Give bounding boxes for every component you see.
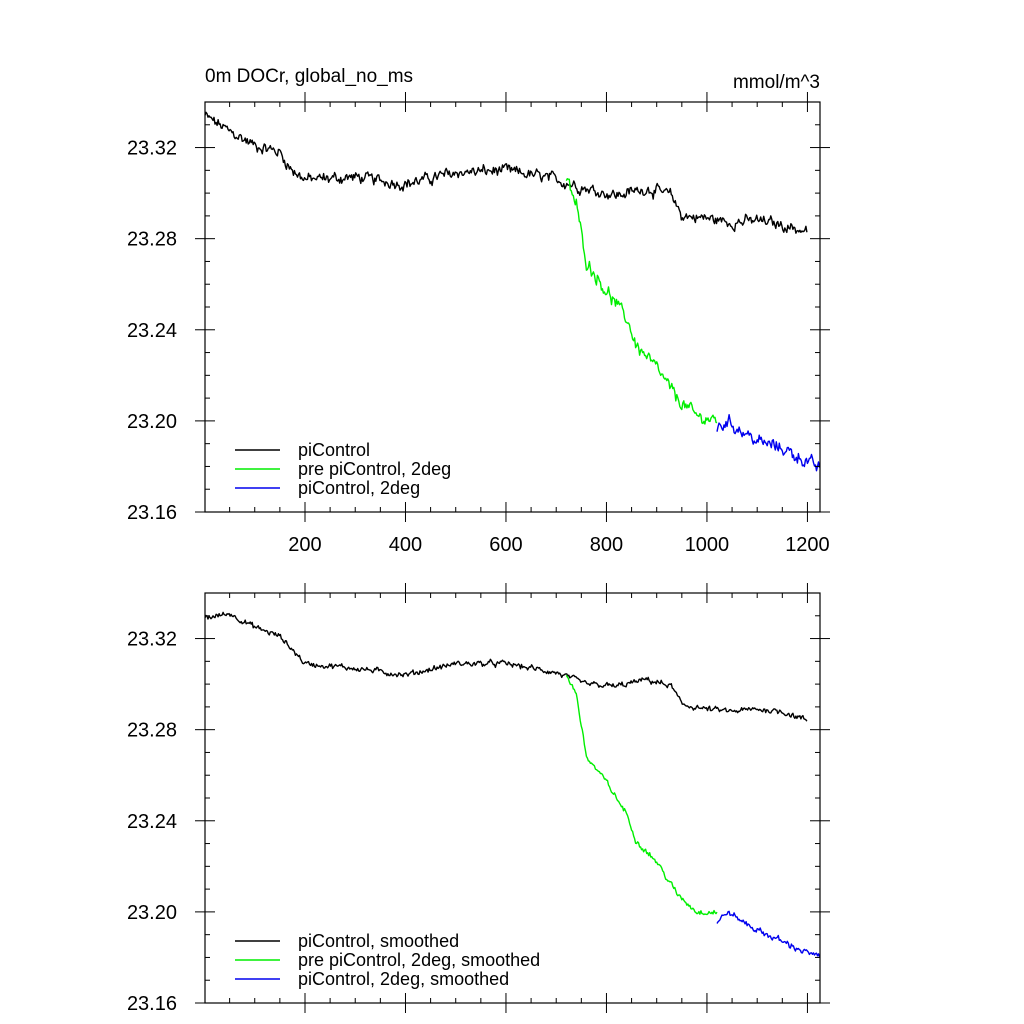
top-title-left: 0m DOCr, global_no_ms [205, 66, 413, 87]
y-tick-label: 23.16 [127, 502, 177, 524]
series-line-0-1 [565, 178, 718, 425]
series-line-1-2 [716, 910, 821, 958]
y-tick-label: 23.24 [127, 811, 177, 833]
series-line-0-2 [716, 414, 821, 472]
x-tick-label: 400 [389, 534, 422, 556]
legend-label-1: pre piControl, 2deg, smoothed [298, 950, 540, 970]
top-series-layer [204, 111, 821, 472]
series-line-1-1 [565, 674, 718, 916]
x-tick-label: 1200 [785, 534, 830, 556]
legend-label-2: piControl, 2deg [298, 478, 420, 498]
y-tick-label: 23.20 [127, 902, 177, 924]
series-line-0-0 [204, 111, 808, 234]
top-title-right: mmol/m^3 [733, 72, 820, 93]
bottom-panel: 23.16 23.20 23.24 23.28 23.32 piControl, smo… [127, 583, 830, 1015]
bottom-ticks-layer: 23.16 23.20 23.24 23.28 23.32 [127, 583, 830, 1015]
x-tick-label: 600 [489, 534, 522, 556]
legend-label-1: pre piControl, 2deg [298, 459, 451, 479]
x-tick-label: 800 [590, 534, 623, 556]
series-line-1-0 [204, 611, 808, 722]
y-tick-label: 23.24 [127, 320, 177, 342]
legend-label-0: piControl, smoothed [298, 931, 459, 951]
x-tick-label: 1000 [685, 534, 730, 556]
y-tick-label: 23.28 [127, 229, 177, 251]
legend-label-2: piControl, 2deg, smoothed [298, 969, 509, 989]
y-tick-label: 23.20 [127, 411, 177, 433]
x-tick-label: 200 [288, 534, 321, 556]
y-tick-label: 23.32 [127, 629, 177, 651]
legend-label-0: piControl [298, 440, 370, 460]
top-ticks-layer: 200 400 600 800 1000 1200 23.16 23.20 23.24 23.28… [127, 92, 830, 556]
top-panel: 200 400 600 800 1000 1200 23.16 23.20 23.24 23.28… [127, 66, 830, 556]
bottom-series-layer [204, 611, 821, 958]
y-tick-label: 23.28 [127, 720, 177, 742]
y-tick-label: 23.16 [127, 993, 177, 1015]
y-tick-label: 23.32 [127, 138, 177, 160]
